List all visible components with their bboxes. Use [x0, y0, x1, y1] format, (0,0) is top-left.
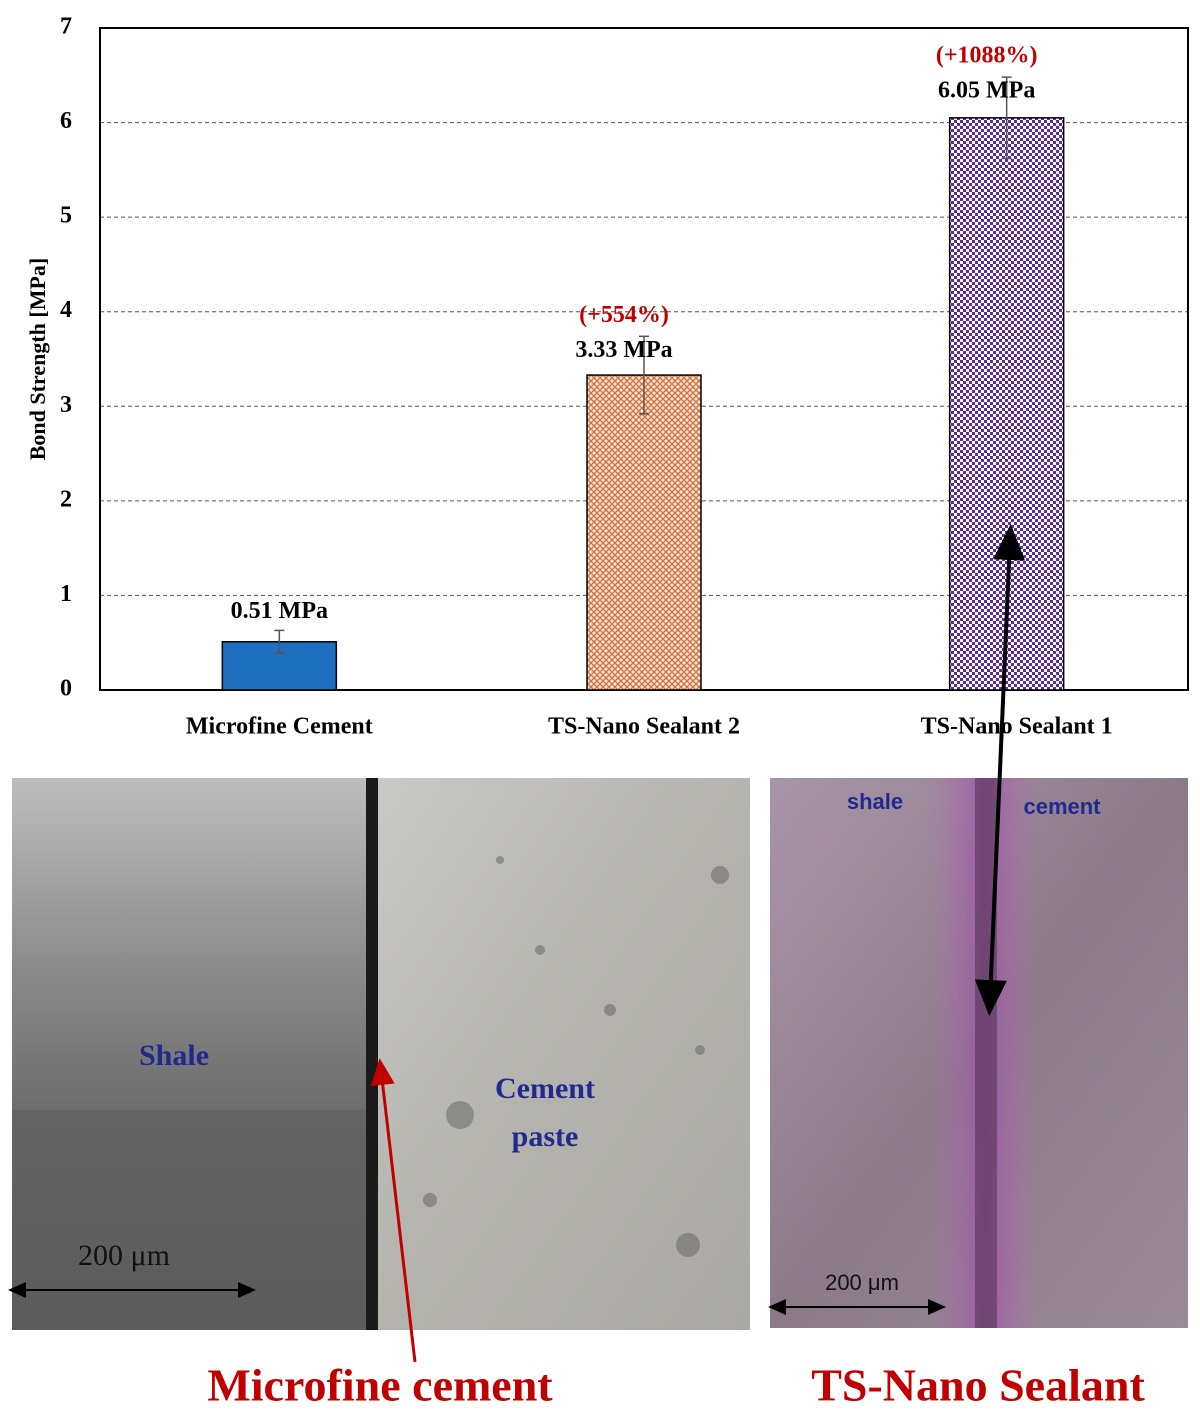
scale-label: 200 μm: [78, 1239, 170, 1272]
error-bar: [1001, 76, 1012, 160]
x-tick-label: Microfine Cement: [186, 714, 373, 740]
link-arrow: [974, 524, 1026, 1016]
bar: [586, 374, 702, 691]
right-photo: [768, 778, 1188, 1328]
bar-chart: Bond Strength [MPa] 0 1 2 3 4 5 6 7 Microfine Ce…: [25, 14, 1189, 740]
photo-caption: Microfine cement: [207, 1360, 553, 1411]
y-tick-label: 2: [60, 486, 72, 512]
y-axis-label: Bond Strength [MPa]: [25, 258, 50, 461]
y-tick-label: 4: [60, 297, 72, 323]
y-tick-label: 7: [60, 14, 72, 40]
y-tick-label: 0: [60, 676, 72, 702]
photo-label: Shale: [139, 1039, 209, 1072]
x-tick-label: TS-Nano Sealant 1: [921, 714, 1113, 740]
photo-label: cement: [1023, 794, 1101, 819]
value-label: 3.33 MPa: [575, 337, 672, 363]
value-note: (+1088%): [936, 43, 1038, 69]
y-tick-label: 6: [60, 108, 72, 134]
error-bar: [639, 335, 649, 415]
y-tick-label: 3: [60, 392, 72, 418]
photo-label: Cement paste: [495, 1072, 595, 1153]
value-label: 6.05 MPa: [938, 78, 1035, 104]
scale-label: 200 μm: [825, 1270, 899, 1295]
link-arrow: [370, 1058, 417, 1363]
x-tick-label: TS-Nano Sealant 2: [548, 714, 740, 740]
left-photo: [8, 778, 750, 1330]
y-tick-label: 1: [60, 581, 72, 607]
photo-texts: Shale Cement paste 200 μm Microfine cemen…: [78, 789, 1145, 1411]
photo-caption: TS-Nano Sealant: [811, 1360, 1145, 1411]
value-note: (+554%): [579, 302, 669, 328]
y-tick-label: 5: [60, 203, 72, 229]
error-bar: [274, 629, 285, 654]
value-label: 0.51 MPa: [231, 598, 328, 624]
photo-label: shale: [847, 789, 903, 814]
